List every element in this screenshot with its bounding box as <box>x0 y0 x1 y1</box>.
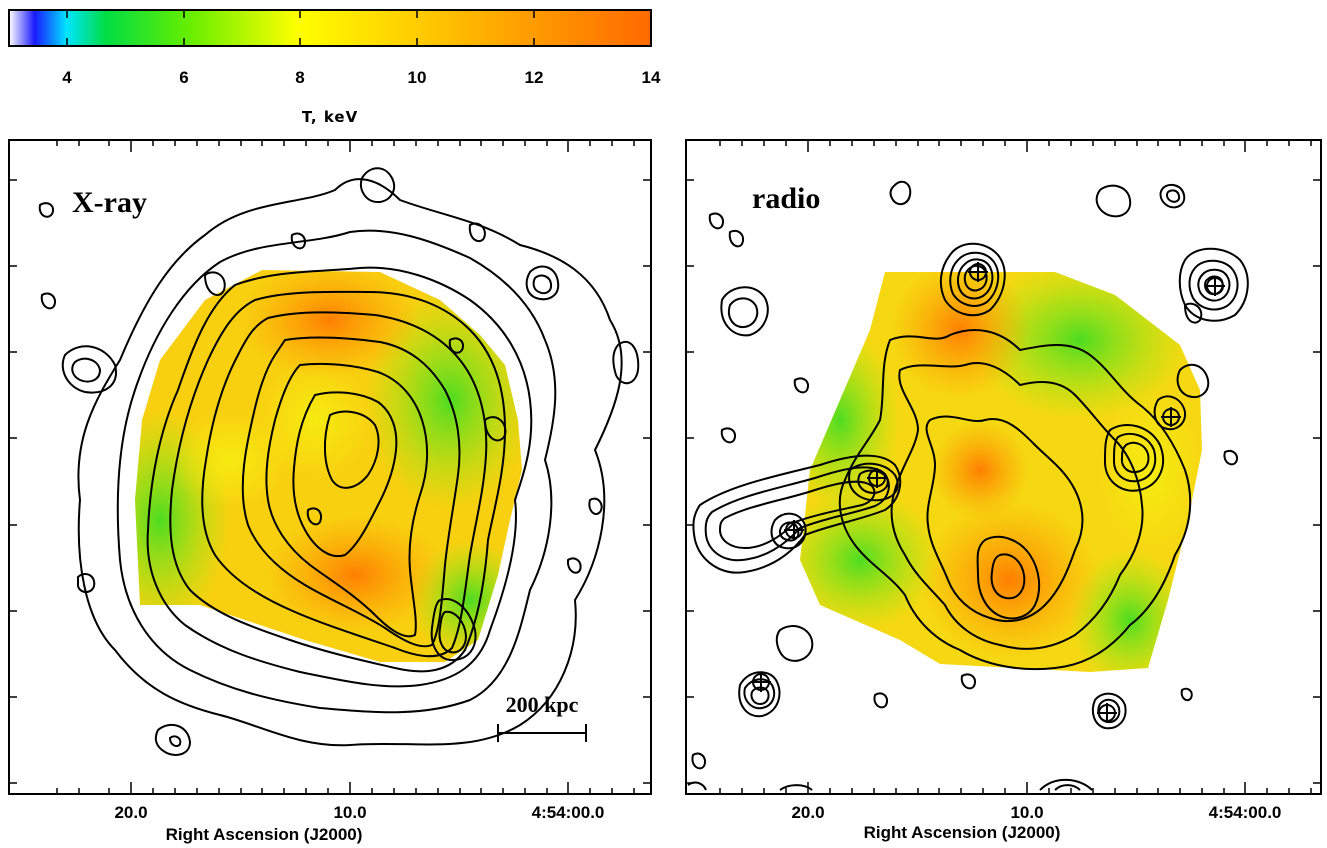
colorbar-tick-label: 14 <box>642 68 661 87</box>
colorbar-tick-label: 8 <box>295 68 304 87</box>
colorbar-tick-label: 4 <box>62 68 72 87</box>
colorbar-frame <box>8 9 652 47</box>
x-tick-label: 20.0 <box>114 803 147 822</box>
panel-radio: radio 20.0 10.0 4:54:00.0 Right Ascensio… <box>685 139 1322 842</box>
colorbar-ticks <box>66 10 535 46</box>
colorbar-fill <box>9 10 651 46</box>
panel-radio-frame <box>685 139 1322 795</box>
colorbar-tick-label: 10 <box>408 68 427 87</box>
x-axis-title: Right Ascension (J2000) <box>166 825 363 844</box>
panel-radio-label: radio <box>752 182 820 215</box>
xray-contours <box>38 167 640 756</box>
panel-xray-label: X-ray <box>72 186 147 219</box>
colorbar-tick-label: 12 <box>525 68 544 87</box>
panel-xray-ticks <box>9 140 651 794</box>
x-tick-label: 4:54:00.0 <box>532 803 605 822</box>
x-tick-label: 4:54:00.0 <box>1209 803 1282 822</box>
scale-bar-label: 200 kpc <box>506 692 579 717</box>
scale-bar: 200 kpc <box>497 692 587 742</box>
x-tick-label: 10.0 <box>333 803 366 822</box>
radio-source-markers <box>751 262 1225 723</box>
panel-radio-ticks <box>686 140 1321 794</box>
panel-xray-frame <box>8 139 652 795</box>
x-tick-label: 20.0 <box>791 803 824 822</box>
radio-contours <box>687 180 1249 791</box>
colorbar: 4 6 8 10 12 14 T, keV <box>8 9 661 126</box>
colorbar-tick-label: 6 <box>179 68 188 87</box>
colorbar-title: T, keV <box>302 108 358 126</box>
x-tick-label: 10.0 <box>1010 803 1043 822</box>
panel-xray: X-ray 200 kpc 20.0 10.0 4:54:00.0 Right … <box>8 139 652 844</box>
temperature-map-right <box>800 272 1202 672</box>
x-axis-title: Right Ascension (J2000) <box>864 823 1061 842</box>
